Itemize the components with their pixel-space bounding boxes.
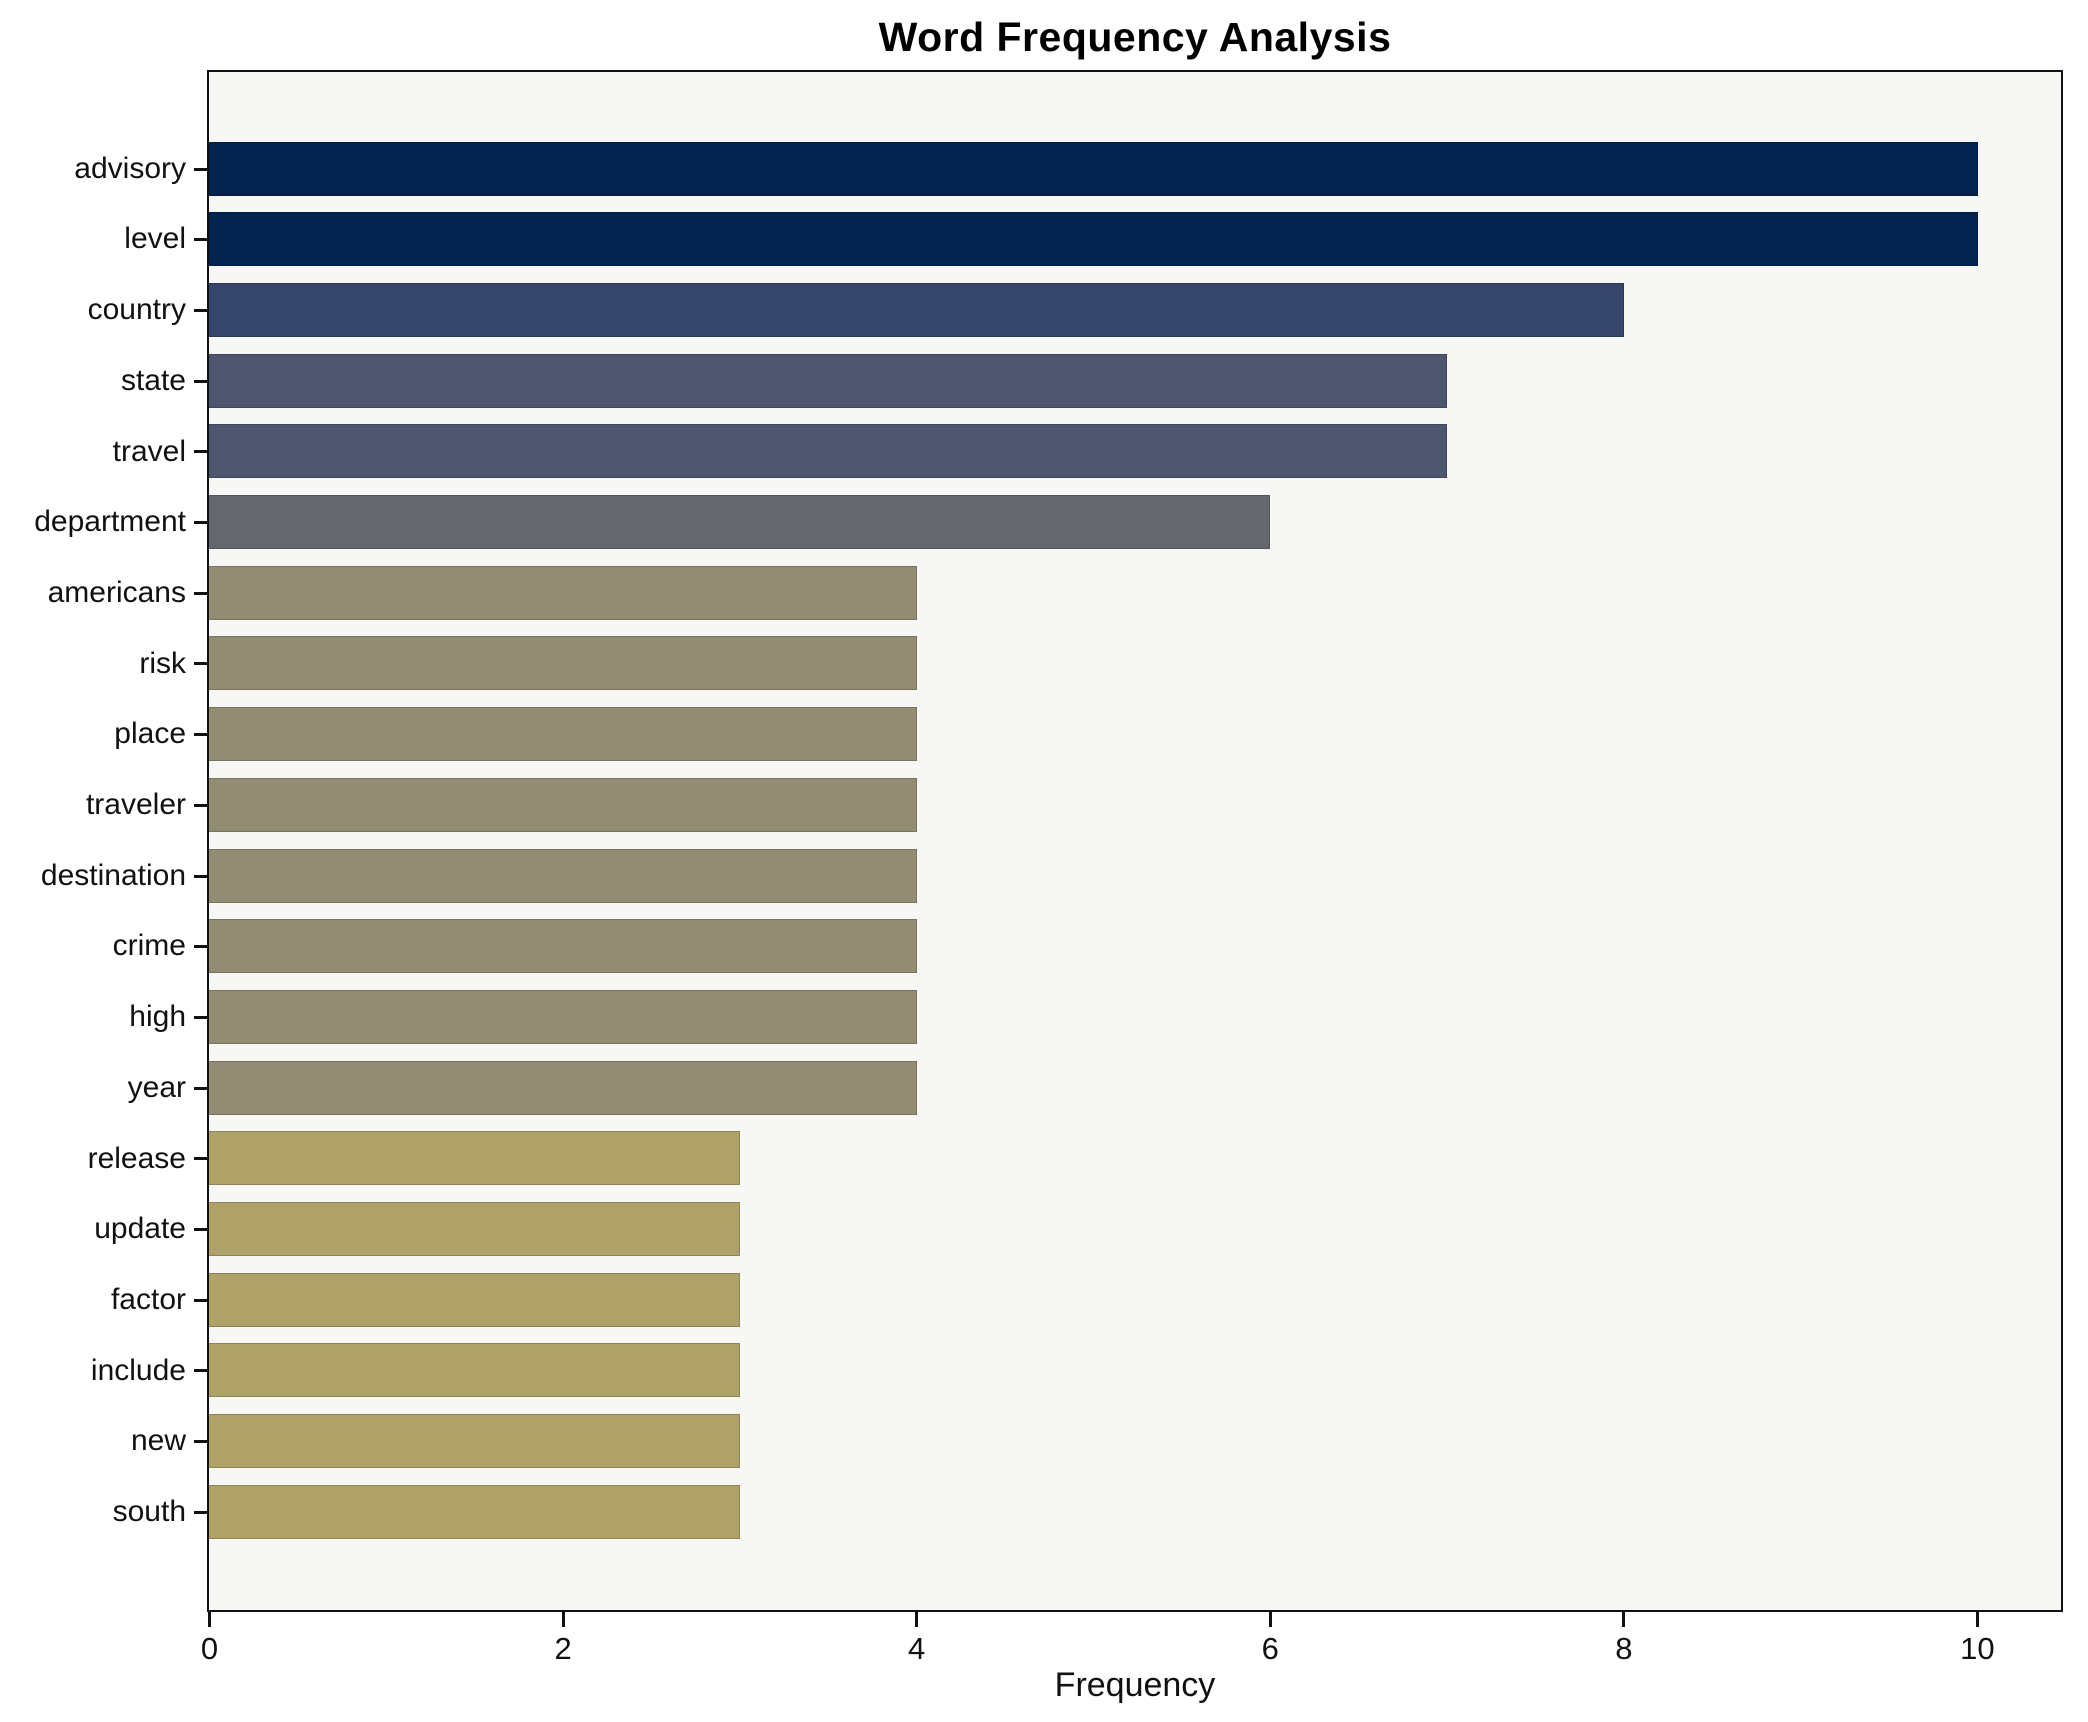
bar-release <box>209 1131 740 1186</box>
ytick-label-destination: destination <box>40 858 186 892</box>
xtick-label-10: 10 <box>1960 1631 1995 1666</box>
ytick-mark <box>194 379 207 383</box>
ytick-mark <box>194 238 207 242</box>
bar-risk <box>209 636 917 691</box>
xtick-label-0: 0 <box>200 1631 219 1666</box>
xtick-label-8: 8 <box>1615 1631 1633 1666</box>
xtick-mark <box>915 1612 919 1627</box>
bar-crime <box>209 919 917 974</box>
xtick-label-2: 2 <box>554 1631 572 1666</box>
bar-advisory <box>209 141 1978 196</box>
bar-row <box>209 840 2061 911</box>
bar-row <box>209 770 2061 841</box>
bar-high <box>209 989 917 1044</box>
bar-row <box>209 275 2061 346</box>
ytick-label-americans: americans <box>47 575 186 609</box>
ytick-label-country: country <box>87 293 186 327</box>
bar-level <box>209 212 1978 267</box>
bar-row <box>209 1406 2061 1477</box>
xtick-mark <box>1622 1612 1626 1627</box>
ytick-mark <box>194 874 207 878</box>
ytick-label-south: south <box>112 1495 186 1528</box>
ytick-mark <box>194 450 207 454</box>
ytick-mark <box>194 1086 207 1090</box>
bar-destination <box>209 848 917 903</box>
bar-row <box>209 345 2061 416</box>
ytick-label-factor: factor <box>110 1282 186 1316</box>
ytick-mark <box>194 521 207 525</box>
ytick-label-risk: risk <box>139 646 186 680</box>
bar-row <box>209 416 2061 487</box>
bar-year <box>209 1060 917 1115</box>
ytick-label-traveler: traveler <box>85 788 186 821</box>
xtick-mark <box>208 1612 211 1627</box>
ytick-label-new: new <box>130 1424 186 1458</box>
chart-title: Word Frequency Analysis <box>878 14 1392 60</box>
ytick-mark <box>194 662 207 666</box>
bar-row <box>209 628 2061 699</box>
ytick-label-release: release <box>87 1141 186 1175</box>
bar-row <box>209 1194 2061 1265</box>
bar-row <box>209 1052 2061 1123</box>
bar-row <box>209 1264 2061 1335</box>
bar-row <box>209 1335 2061 1406</box>
bar-update <box>209 1202 740 1257</box>
ytick-label-crime: crime <box>112 929 186 963</box>
ytick-label-travel: travel <box>112 434 186 468</box>
bar-row <box>209 133 2061 204</box>
bar-department <box>209 495 1271 550</box>
ytick-label-place: place <box>114 717 186 751</box>
ytick-mark <box>194 1298 207 1302</box>
plot-area <box>207 70 2063 1612</box>
xtick-mark <box>1268 1612 1272 1627</box>
bar-row <box>209 1477 2061 1548</box>
bar-row <box>209 911 2061 982</box>
ytick-mark <box>194 945 207 949</box>
bar-americans <box>209 565 917 620</box>
bar-row <box>209 487 2061 558</box>
bar-travel <box>209 424 1448 479</box>
bar-factor <box>209 1272 740 1327</box>
bar-south <box>209 1484 740 1539</box>
ytick-mark <box>194 308 207 312</box>
bar-row <box>209 982 2061 1053</box>
ytick-mark <box>194 1015 207 1019</box>
ytick-mark <box>194 1510 207 1514</box>
ytick-label-level: level <box>124 222 186 256</box>
ytick-label-state: state <box>120 363 186 397</box>
bar-place <box>209 707 917 762</box>
xtick-mark <box>561 1612 565 1627</box>
xtick-mark <box>1975 1612 1979 1627</box>
ytick-label-update: update <box>94 1212 186 1246</box>
bar-include <box>209 1343 740 1398</box>
ytick-mark <box>194 733 207 737</box>
bar-new <box>209 1414 740 1469</box>
x-axis-label: Frequency <box>1054 1666 1216 1704</box>
ytick-mark <box>194 803 207 807</box>
ytick-mark <box>194 1369 207 1373</box>
ytick-mark <box>194 591 207 595</box>
ytick-mark <box>194 1440 207 1444</box>
ytick-mark <box>194 167 207 171</box>
ytick-mark <box>194 1228 207 1232</box>
ytick-label-high: high <box>129 1000 186 1034</box>
ytick-label-year: year <box>127 1070 186 1104</box>
bar-country <box>209 282 1625 337</box>
bar-row <box>209 557 2061 628</box>
bar-traveler <box>209 777 917 832</box>
bar-row <box>209 699 2061 770</box>
ytick-label-include: include <box>90 1353 186 1387</box>
bar-row <box>209 1123 2061 1194</box>
xtick-label-6: 6 <box>1261 1631 1279 1666</box>
bar-state <box>209 353 1448 408</box>
bar-row <box>209 204 2061 275</box>
ytick-mark <box>194 1157 207 1161</box>
ytick-label-advisory: advisory <box>74 151 186 185</box>
xtick-label-4: 4 <box>908 1631 926 1666</box>
ytick-label-department: department <box>34 505 186 539</box>
